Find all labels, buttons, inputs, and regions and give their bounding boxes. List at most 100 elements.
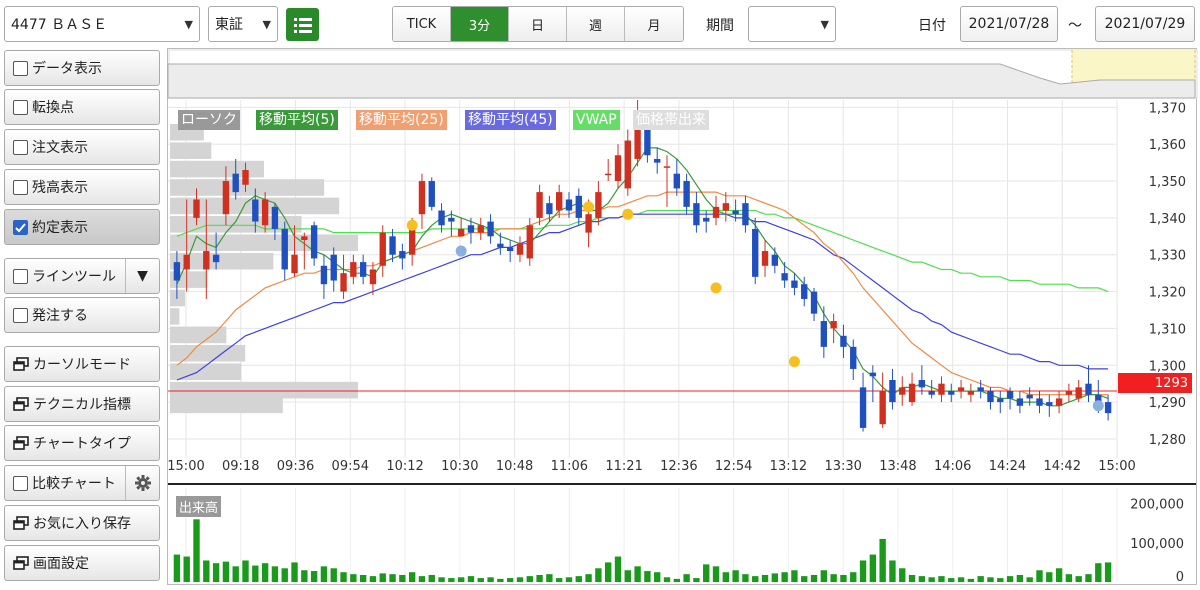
candle-body bbox=[320, 265, 328, 285]
price-band-bar bbox=[170, 326, 227, 344]
sidebar-item-label: テクニカル指標 bbox=[33, 397, 131, 413]
time-tick-label: 14:06 bbox=[934, 459, 971, 474]
tab-month[interactable]: 月 bbox=[625, 7, 683, 41]
candle-body bbox=[457, 228, 465, 237]
range-label: 期間 bbox=[706, 18, 734, 34]
time-tick-label: 13:12 bbox=[770, 459, 807, 474]
execution-marker bbox=[710, 282, 722, 294]
candle-body bbox=[977, 387, 984, 392]
volume-bar bbox=[212, 563, 220, 582]
sidebar-item-execution-display[interactable]: 約定表示 bbox=[4, 209, 160, 245]
candle-body bbox=[693, 203, 700, 226]
checkbox-icon[interactable] bbox=[13, 307, 28, 323]
date-from-field[interactable]: 2021/07/28 bbox=[960, 6, 1058, 42]
list-menu-button[interactable] bbox=[286, 8, 319, 41]
volume-bar bbox=[379, 573, 386, 582]
candle-body bbox=[1095, 394, 1102, 403]
tab-3min[interactable]: 3分 bbox=[451, 7, 509, 41]
candle-body bbox=[291, 254, 298, 274]
price-band-bar bbox=[170, 396, 283, 414]
legend-vwap[interactable]: VWAP bbox=[573, 110, 620, 130]
tab-tick[interactable]: TICK bbox=[393, 7, 451, 41]
volume-bar bbox=[644, 571, 651, 582]
time-tick-label: 11:06 bbox=[551, 459, 588, 474]
candle-body bbox=[663, 166, 671, 168]
candle-body bbox=[683, 181, 690, 207]
candle-body bbox=[340, 273, 347, 292]
candle-body bbox=[497, 243, 504, 248]
sidebar-item-save-favorite[interactable]: お気に入り保存 bbox=[4, 505, 160, 541]
volume-bar bbox=[908, 574, 916, 582]
sidebar-item-turning-point[interactable]: 転換点 bbox=[4, 89, 160, 125]
checkbox-icon[interactable] bbox=[13, 99, 28, 115]
candle-body bbox=[1046, 402, 1053, 406]
candle-body bbox=[761, 251, 769, 266]
candle-body bbox=[967, 391, 975, 395]
checkbox-icon[interactable] bbox=[13, 139, 28, 155]
checkbox-icon[interactable] bbox=[13, 475, 28, 491]
time-tick-label: 13:48 bbox=[879, 459, 916, 474]
checkbox-checked-icon[interactable] bbox=[13, 219, 28, 235]
tab-week[interactable]: 週 bbox=[567, 7, 625, 41]
volume-bar bbox=[261, 563, 269, 582]
sidebar-item-place-order[interactable]: 発注する bbox=[4, 297, 160, 333]
sidebar-item-compare-chart[interactable]: 比較チャート bbox=[4, 465, 160, 501]
volume-bar bbox=[791, 570, 798, 582]
legend-ma25[interactable]: 移動平均(25) bbox=[356, 110, 447, 130]
sidebar-item-cursor-mode[interactable]: カーソルモード bbox=[4, 346, 160, 382]
candle-body bbox=[232, 173, 239, 193]
date-to-field[interactable]: 2021/07/29 bbox=[1095, 6, 1195, 42]
list-icon bbox=[293, 17, 312, 33]
range-select[interactable]: ▼ bbox=[748, 6, 836, 42]
candle-body bbox=[840, 335, 847, 347]
tab-day[interactable]: 日 bbox=[509, 7, 567, 41]
price-band-bar bbox=[170, 142, 212, 159]
gear-icon[interactable] bbox=[125, 466, 159, 500]
price-tick-label: 1,310 bbox=[1149, 322, 1186, 337]
legend-ma45[interactable]: 移動平均(45) bbox=[465, 110, 556, 130]
sidebar-item-data-display[interactable]: データ表示 bbox=[4, 50, 160, 86]
market-select[interactable]: 東証 ▼ bbox=[208, 6, 278, 42]
candle-body bbox=[781, 273, 788, 281]
checkbox-icon[interactable] bbox=[13, 179, 28, 195]
legend-price-band-volume[interactable]: 価格帯出来 bbox=[633, 110, 709, 130]
candle-body bbox=[467, 225, 475, 233]
sidebar-item-technical[interactable]: テクニカル指標 bbox=[4, 386, 160, 422]
window-icon bbox=[13, 436, 29, 450]
market-value: 東証 bbox=[215, 17, 243, 33]
candle-body bbox=[448, 217, 455, 222]
execution-marker bbox=[455, 245, 467, 257]
volume-tick-label: 100,000 bbox=[1130, 537, 1184, 552]
candle-body bbox=[428, 181, 435, 207]
sidebar-item-screen-settings[interactable]: 画面設定 bbox=[4, 545, 160, 581]
volume-bar bbox=[565, 577, 573, 582]
period-tabs: TICK 3分 日 週 月 bbox=[392, 6, 684, 42]
volume-bar bbox=[605, 562, 612, 582]
candle-body bbox=[957, 387, 965, 392]
volume-bar bbox=[408, 572, 416, 582]
price-tick-label: 1,320 bbox=[1149, 286, 1186, 301]
volume-bar bbox=[369, 576, 377, 582]
overview-line bbox=[167, 63, 1196, 99]
candle-body bbox=[771, 254, 779, 266]
legend-candle[interactable]: ローソク bbox=[178, 110, 240, 130]
checkbox-icon[interactable] bbox=[13, 268, 28, 284]
legend-ma5[interactable]: 移動平均(5) bbox=[256, 110, 338, 130]
time-tick-label: 12:54 bbox=[715, 459, 752, 474]
volume-bar bbox=[252, 565, 259, 582]
symbol-select[interactable]: 4477 ＢＡＳＥ ▼ bbox=[4, 6, 200, 42]
vwap-line bbox=[176, 209, 1109, 293]
candle-body bbox=[575, 195, 582, 218]
sidebar-item-balance-display[interactable]: 残高表示 bbox=[4, 169, 160, 205]
volume-bar bbox=[654, 572, 661, 582]
candle-body bbox=[801, 284, 808, 299]
volume-bar bbox=[899, 568, 906, 582]
sidebar-item-chart-type[interactable]: チャートタイプ bbox=[4, 425, 160, 461]
triangle-down-icon[interactable]: ▼ bbox=[125, 259, 159, 293]
sidebar-item-line-tool[interactable]: ラインツール ▼ bbox=[4, 258, 160, 294]
volume-bar bbox=[281, 568, 288, 582]
candle-body bbox=[624, 140, 631, 189]
checkbox-icon[interactable] bbox=[13, 60, 28, 76]
sidebar-item-order-display[interactable]: 注文表示 bbox=[4, 129, 160, 165]
